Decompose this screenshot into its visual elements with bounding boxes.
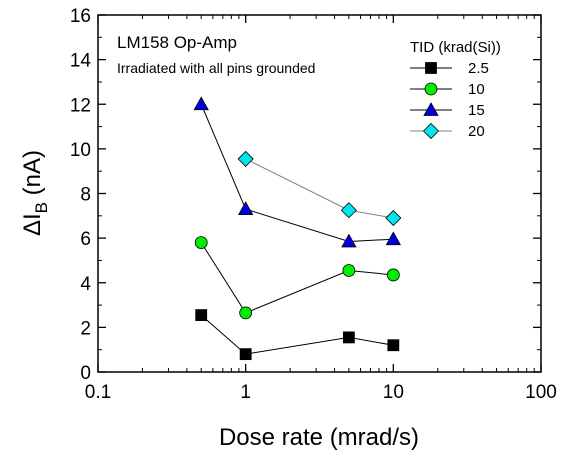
x-tick-label: 10 (383, 382, 404, 403)
legend-marker-20 (422, 122, 440, 140)
data-point-20 (385, 209, 402, 227)
data-point-2.5 (387, 339, 400, 352)
x-axis-label: Dose rate (mrad/s) (219, 424, 419, 451)
annotation-title: LM158 Op-Amp (117, 33, 237, 52)
data-point-15 (193, 96, 209, 111)
legend-marker-10 (424, 82, 438, 96)
y-tick-label: 16 (70, 6, 91, 27)
x-tick-label: 100 (525, 382, 557, 403)
data-point-15 (341, 233, 357, 248)
data-point-10 (342, 264, 356, 277)
legend-label-20: 20 (468, 123, 485, 140)
legend-marker-15 (423, 102, 439, 116)
y-tick-label: 2 (80, 318, 91, 339)
legend-label-10: 10 (468, 81, 485, 98)
series-lines (200, 104, 394, 355)
y-tick-label: 8 (80, 185, 91, 206)
ticks: 0.1 1 10 100 0 2 4 6 8 10 12 14 16 (70, 6, 557, 403)
data-point-2.5 (342, 331, 355, 344)
x-tick-label: 1 (240, 382, 251, 403)
legend: 2.5 10 15 20 (410, 60, 489, 140)
y-axis-label-unit: (nA) (19, 150, 46, 202)
series-line-10 (200, 242, 394, 314)
series-line-15 (200, 104, 394, 242)
y-axis-label-subscript: B (32, 202, 51, 213)
data-point-10 (194, 236, 208, 249)
legend-title: TID (krad(Si)) (410, 39, 501, 56)
y-axis-label: ΔIB (nA) (19, 150, 51, 236)
data-point-10 (386, 268, 400, 282)
y-tick-label: 0 (80, 363, 91, 384)
y-tick-label: 12 (70, 95, 91, 116)
data-point-2.5 (239, 348, 252, 361)
y-axis-label-main: ΔI (19, 213, 46, 236)
data-point-15 (237, 201, 254, 216)
series-points (193, 96, 402, 361)
y-tick-label: 10 (70, 140, 91, 161)
data-point-2.5 (195, 309, 208, 322)
data-point-15 (385, 231, 402, 246)
y-tick-label: 4 (80, 274, 91, 295)
y-tick-label: 6 (80, 229, 91, 250)
data-point-10 (239, 306, 253, 320)
series-line-2.5 (200, 314, 394, 355)
legend-label-2.5: 2.5 (468, 60, 489, 77)
y-tick-label: 14 (70, 51, 92, 72)
x-tick-label: 0.1 (85, 382, 111, 403)
legend-label-15: 15 (468, 102, 485, 119)
data-point-20 (237, 150, 254, 167)
annotation-subtitle: Irradiated with all pins grounded (117, 60, 315, 76)
series-line-20 (245, 158, 394, 219)
legend-marker-2.5 (425, 62, 437, 74)
data-point-20 (340, 202, 357, 219)
